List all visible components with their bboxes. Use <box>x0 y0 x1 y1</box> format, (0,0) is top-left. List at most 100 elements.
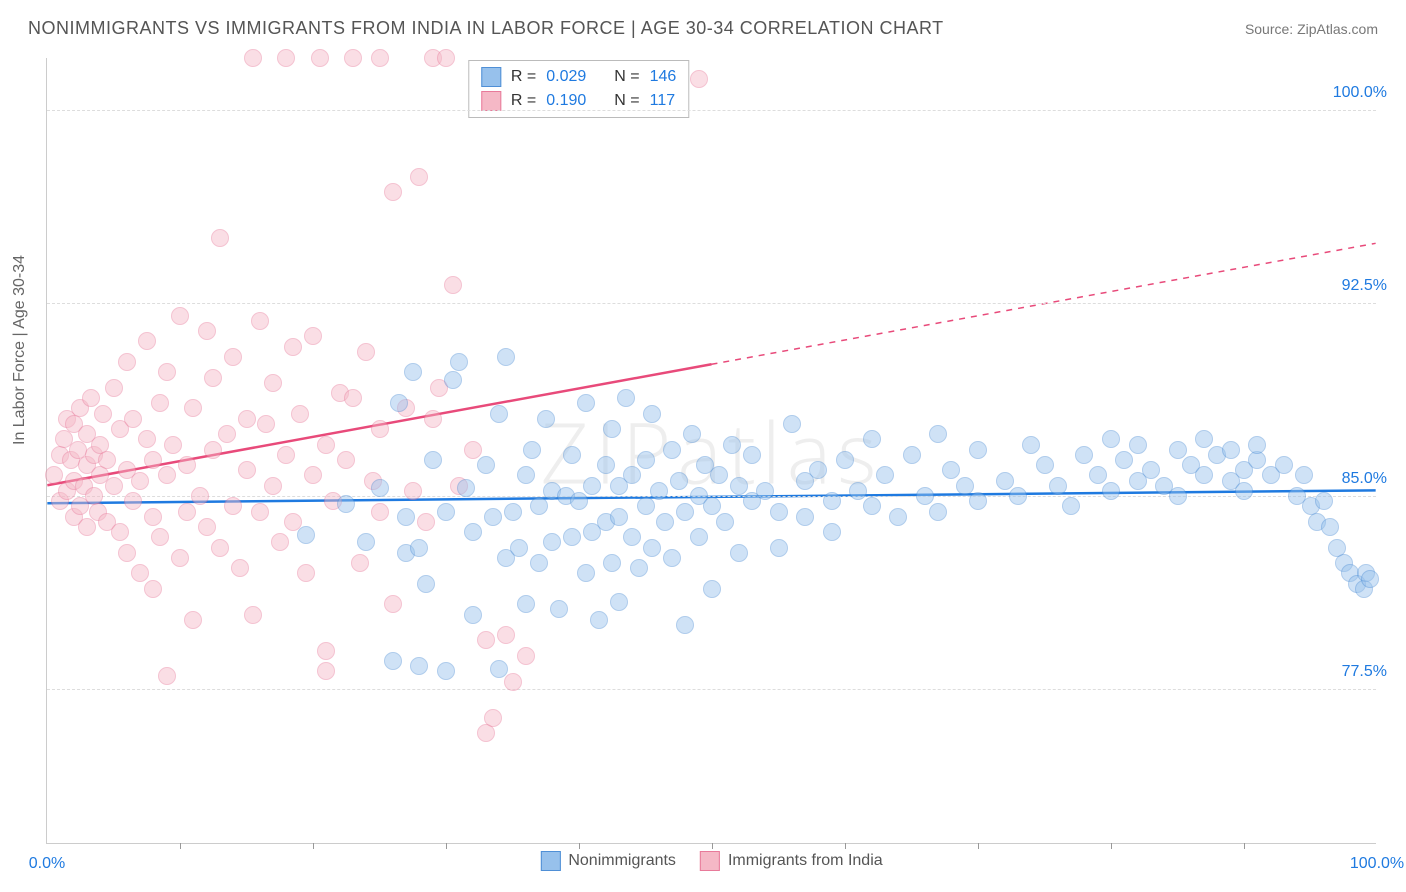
scatter-point <box>264 477 282 495</box>
scatter-point <box>676 503 694 521</box>
scatter-point <box>1129 436 1147 454</box>
scatter-point <box>138 430 156 448</box>
scatter-point <box>497 348 515 366</box>
scatter-point <box>663 549 681 567</box>
scatter-point <box>450 353 468 371</box>
scatter-point <box>158 363 176 381</box>
scatter-point <box>996 472 1014 490</box>
scatter-point <box>337 451 355 469</box>
scatter-point <box>1195 466 1213 484</box>
gridline <box>47 110 1376 111</box>
scatter-point <box>530 554 548 572</box>
scatter-point <box>344 49 362 67</box>
scatter-point <box>317 662 335 680</box>
scatter-point <box>490 405 508 423</box>
scatter-point <box>105 477 123 495</box>
scatter-point <box>517 647 535 665</box>
scatter-point <box>1169 441 1187 459</box>
chart-title: NONIMMIGRANTS VS IMMIGRANTS FROM INDIA I… <box>28 18 944 39</box>
scatter-point <box>1102 430 1120 448</box>
scatter-point <box>743 446 761 464</box>
scatter-point <box>1248 436 1266 454</box>
scatter-point <box>809 461 827 479</box>
scatter-point <box>271 533 289 551</box>
scatter-point <box>577 564 595 582</box>
scatter-point <box>98 451 116 469</box>
scatter-point <box>371 420 389 438</box>
scatter-point <box>317 436 335 454</box>
scatter-point <box>617 389 635 407</box>
scatter-point <box>198 322 216 340</box>
y-axis-label: In Labor Force | Age 30-34 <box>11 255 29 445</box>
stats-n-label: N = <box>614 65 639 89</box>
scatter-point <box>297 564 315 582</box>
scatter-point <box>849 482 867 500</box>
scatter-point <box>224 348 242 366</box>
chart-plot-area: ZIPatlas R =0.029N =146R =0.190N =117 No… <box>46 58 1376 844</box>
scatter-point <box>371 503 389 521</box>
x-tick-mark <box>579 843 580 849</box>
scatter-point <box>337 495 355 513</box>
legend-swatch <box>700 851 720 871</box>
scatter-point <box>424 410 442 428</box>
scatter-point <box>823 523 841 541</box>
scatter-point <box>404 363 422 381</box>
scatter-point <box>94 405 112 423</box>
scatter-point <box>317 642 335 660</box>
scatter-point <box>244 606 262 624</box>
scatter-point <box>251 312 269 330</box>
scatter-point <box>703 497 721 515</box>
scatter-point <box>683 425 701 443</box>
source-label: Source: ZipAtlas.com <box>1245 21 1378 37</box>
scatter-point <box>184 611 202 629</box>
scatter-point <box>477 724 495 742</box>
scatter-point <box>297 526 315 544</box>
stats-r-label: R = <box>511 65 536 89</box>
scatter-point <box>444 276 462 294</box>
scatter-point <box>151 394 169 412</box>
x-tick-mark <box>1244 843 1245 849</box>
scatter-point <box>670 472 688 490</box>
scatter-point <box>1089 466 1107 484</box>
legend-swatch <box>481 67 501 87</box>
scatter-point <box>1248 451 1266 469</box>
x-tick-mark <box>446 843 447 849</box>
scatter-point <box>105 379 123 397</box>
scatter-point <box>650 482 668 500</box>
scatter-point <box>663 441 681 459</box>
scatter-point <box>703 580 721 598</box>
scatter-point <box>1049 477 1067 495</box>
scatter-point <box>563 528 581 546</box>
scatter-point <box>889 508 907 526</box>
scatter-point <box>1275 456 1293 474</box>
scatter-point <box>510 539 528 557</box>
scatter-point <box>610 593 628 611</box>
scatter-point <box>590 611 608 629</box>
scatter-point <box>770 539 788 557</box>
scatter-point <box>251 503 269 521</box>
y-tick-label: 100.0% <box>1329 84 1391 102</box>
scatter-point <box>630 559 648 577</box>
scatter-point <box>676 616 694 634</box>
scatter-point <box>151 528 169 546</box>
scatter-point <box>690 70 708 88</box>
scatter-point <box>238 461 256 479</box>
scatter-point <box>1169 487 1187 505</box>
scatter-point <box>583 477 601 495</box>
scatter-point <box>1195 430 1213 448</box>
scatter-point <box>550 600 568 618</box>
scatter-point <box>723 436 741 454</box>
scatter-point <box>284 338 302 356</box>
scatter-point <box>477 631 495 649</box>
gridline <box>47 689 1376 690</box>
scatter-point <box>690 528 708 546</box>
scatter-point <box>543 533 561 551</box>
scatter-point <box>410 657 428 675</box>
scatter-point <box>437 503 455 521</box>
scatter-point <box>477 456 495 474</box>
scatter-point <box>111 523 129 541</box>
scatter-point <box>577 394 595 412</box>
scatter-point <box>484 508 502 526</box>
scatter-point <box>1115 451 1133 469</box>
scatter-point <box>371 479 389 497</box>
